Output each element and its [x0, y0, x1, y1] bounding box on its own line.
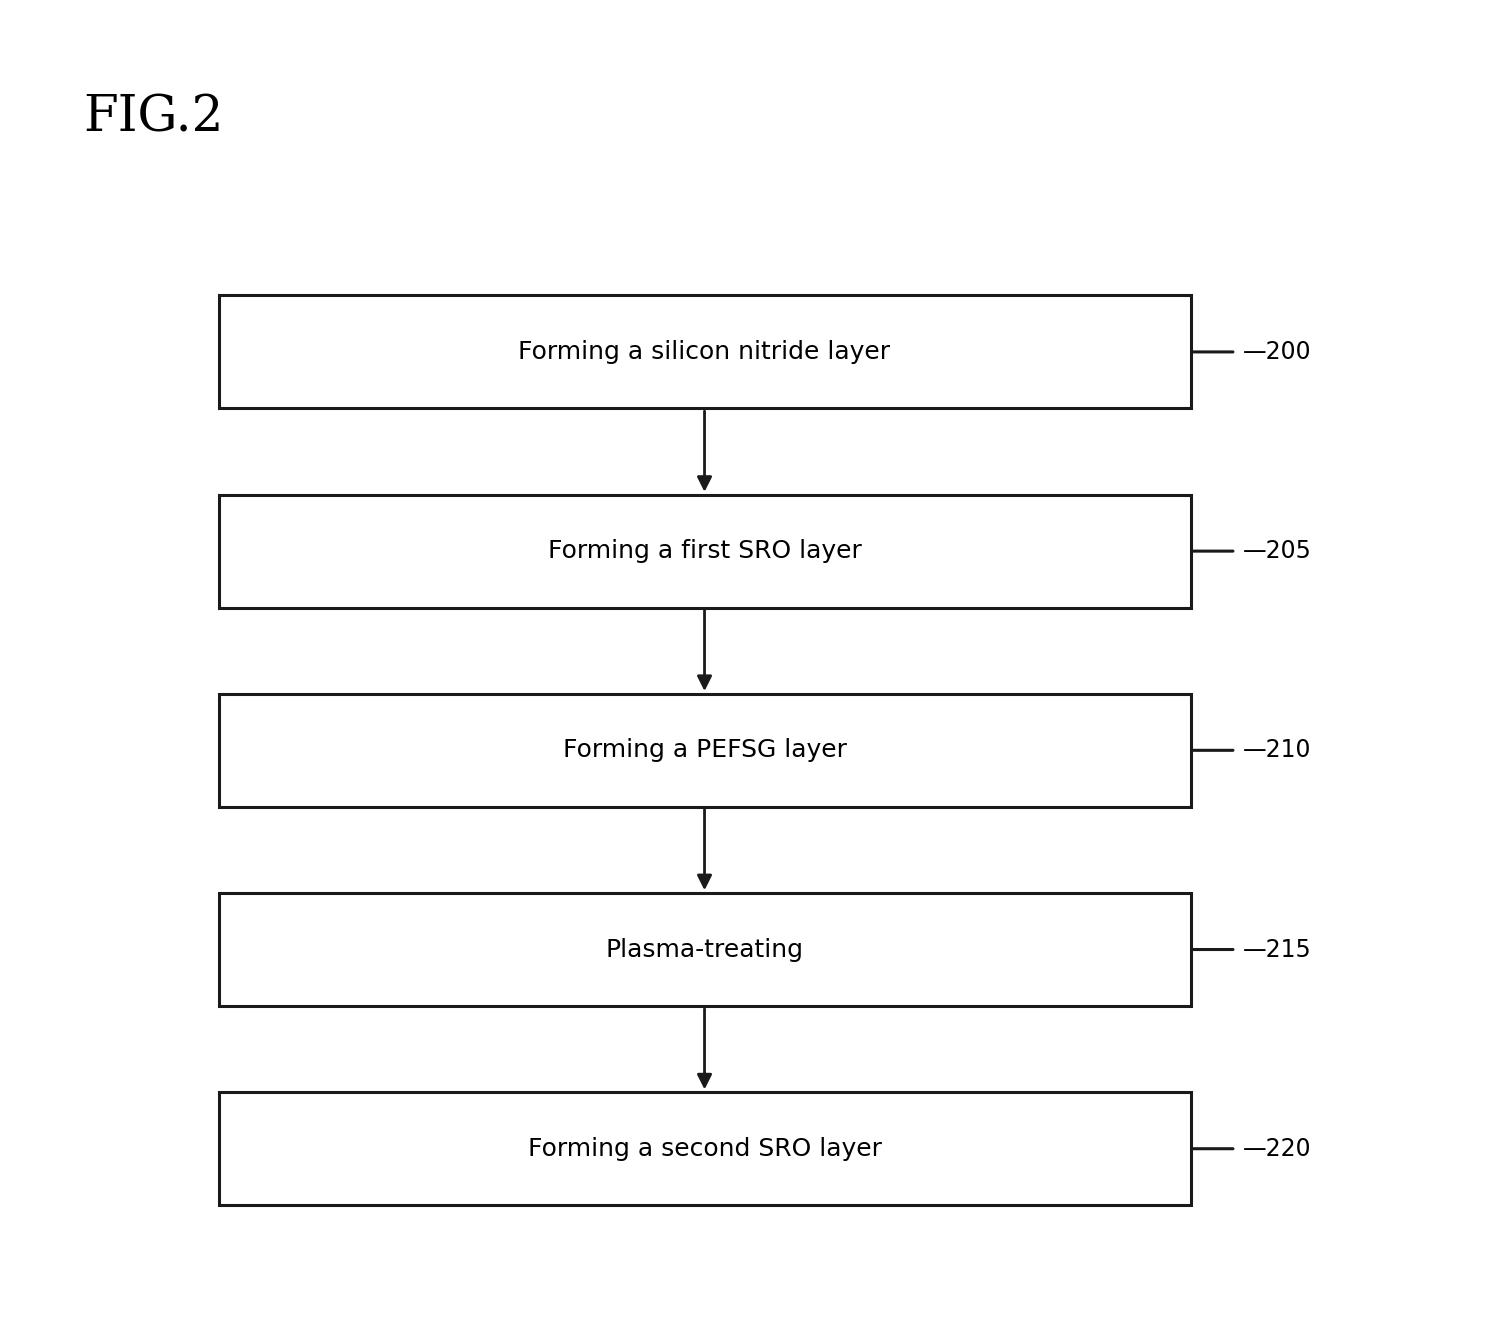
- Bar: [219, 295, 1191, 409]
- Text: FIG.2: FIG.2: [83, 93, 223, 142]
- Bar: [219, 495, 1191, 608]
- Text: —200: —200: [1243, 340, 1313, 364]
- Text: Forming a second SRO layer: Forming a second SRO layer: [527, 1137, 882, 1161]
- Bar: [219, 892, 1191, 1007]
- Text: Plasma-treating: Plasma-treating: [606, 938, 803, 961]
- Text: —210: —210: [1243, 738, 1311, 762]
- Text: —205: —205: [1243, 539, 1313, 563]
- Text: Forming a first SRO layer: Forming a first SRO layer: [547, 539, 862, 563]
- Text: —220: —220: [1243, 1137, 1313, 1161]
- Bar: [219, 1092, 1191, 1206]
- Text: Forming a silicon nitride layer: Forming a silicon nitride layer: [518, 340, 891, 364]
- Text: Forming a PEFSG layer: Forming a PEFSG layer: [562, 738, 847, 762]
- Text: —215: —215: [1243, 938, 1313, 961]
- Bar: [219, 693, 1191, 806]
